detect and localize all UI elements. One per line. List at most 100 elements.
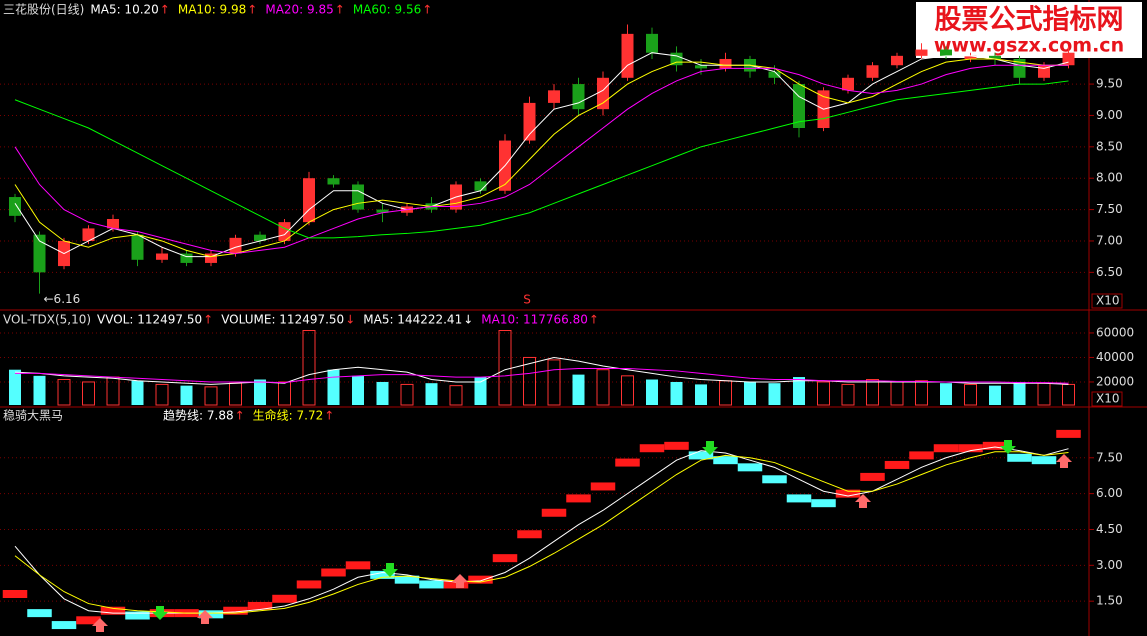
candle-body xyxy=(548,90,560,103)
candle-body xyxy=(793,84,805,129)
candle-body xyxy=(107,219,119,229)
volume-bar xyxy=(547,359,561,406)
buy-arrow xyxy=(197,610,213,624)
candle-body xyxy=(1062,52,1075,66)
signal-label: S xyxy=(523,293,531,307)
trend-block xyxy=(958,444,983,453)
trend-block xyxy=(100,606,126,615)
trend-block xyxy=(884,460,910,469)
volume-bar xyxy=(352,375,364,405)
trend-block xyxy=(541,508,567,517)
y-tick-label: 3.00 xyxy=(1096,558,1123,572)
volume-bar xyxy=(204,386,218,406)
trend-block xyxy=(419,580,444,589)
candle-body xyxy=(866,65,879,78)
volume-bar xyxy=(964,383,977,406)
candle-body xyxy=(254,234,266,241)
candle-body xyxy=(229,237,242,254)
trend-block xyxy=(76,616,101,625)
trend-block xyxy=(811,499,836,508)
candle-body xyxy=(303,178,315,223)
candle-body xyxy=(940,49,952,56)
volume-bar xyxy=(596,369,610,406)
volume-bar xyxy=(621,375,634,406)
y-tick-label: 8.00 xyxy=(1096,171,1123,185)
y-tick-label: 7.50 xyxy=(1096,450,1123,464)
low-annotation: ←6.16 xyxy=(44,292,81,306)
trend-block xyxy=(345,561,371,570)
legend-arrow: ↓ xyxy=(463,313,473,327)
candle-body xyxy=(327,178,340,185)
trend-block xyxy=(639,444,665,453)
trend-block xyxy=(272,594,297,603)
candle-body xyxy=(989,55,1001,59)
legend-label: MA60: 9.56 xyxy=(353,3,421,17)
candle-body xyxy=(131,234,144,260)
trend-block xyxy=(835,489,861,498)
panel-title: 稳骑大黑马 xyxy=(3,408,63,423)
trend-block xyxy=(223,606,248,615)
sell-arrow xyxy=(382,563,398,577)
legend-label: MA5: 10.20 xyxy=(90,3,158,17)
candle-body xyxy=(646,33,658,53)
trend-block xyxy=(247,601,273,610)
legend-arrow: ↑ xyxy=(160,3,170,17)
volume-bar xyxy=(523,356,536,406)
buy-arrow xyxy=(855,494,871,508)
legend-label: MA10: 9.98 xyxy=(178,3,246,17)
trend-block xyxy=(1056,429,1081,438)
candle-body xyxy=(376,209,389,213)
volume-bar xyxy=(327,369,340,405)
ma-line xyxy=(14,58,1069,258)
trend-block xyxy=(615,458,640,467)
trend-block xyxy=(296,580,322,589)
volume-bar xyxy=(915,380,928,406)
legend-label: MA10: 117766.80 xyxy=(481,313,588,327)
candle-body xyxy=(156,253,168,260)
trend-block xyxy=(737,463,763,472)
volume-bar xyxy=(744,381,756,405)
ma-line xyxy=(15,367,1069,384)
candle-body xyxy=(842,77,854,91)
volume-bar xyxy=(131,380,144,405)
volume-bar xyxy=(768,383,781,405)
legend-label: VVOL: 112497.50 xyxy=(97,313,202,327)
candle-body xyxy=(474,181,487,191)
candle-body xyxy=(82,228,95,241)
watermark-url: www.gszx.com.cn xyxy=(934,35,1124,57)
sell-arrow xyxy=(152,606,168,620)
legend-label: 趋势线: 7.88 xyxy=(163,409,234,423)
trend-block xyxy=(394,575,420,584)
trend-block xyxy=(517,530,542,539)
ma-line xyxy=(14,451,1069,614)
volume-bar xyxy=(180,385,193,405)
trend-block xyxy=(1007,453,1032,462)
legend-arrow: ↑ xyxy=(335,3,345,17)
trend-block xyxy=(125,611,150,620)
trend-block xyxy=(492,554,518,563)
legend-arrow: ↓ xyxy=(345,313,355,327)
trend-block xyxy=(370,570,395,579)
legend-label: MA20: 9.85 xyxy=(265,3,333,17)
candle-body xyxy=(891,55,903,66)
volume-bar xyxy=(866,379,879,406)
legend-label: VOLUME: 112497.50 xyxy=(221,313,344,327)
volume-bar xyxy=(82,381,95,406)
candle-body xyxy=(9,197,21,216)
y-tick-label: 20000 xyxy=(1096,374,1134,388)
legend-arrow: ↑ xyxy=(235,409,245,423)
candle-body xyxy=(695,65,707,69)
legend-arrow: ↑ xyxy=(589,313,599,327)
ma-line xyxy=(14,80,1069,239)
volume-bar xyxy=(989,385,1001,405)
candle-body xyxy=(719,58,732,69)
buy-arrow xyxy=(452,574,468,588)
legend-arrow: ↑ xyxy=(422,3,432,17)
volume-bar xyxy=(155,383,169,406)
y-tick-label: 60000 xyxy=(1096,325,1134,339)
candle-body xyxy=(597,77,609,110)
legend-label: MA5: 144222.41 xyxy=(363,313,462,327)
legend-arrow: ↑ xyxy=(324,409,334,423)
trend-block xyxy=(2,590,28,599)
watermark: 股票公式指标网 www.gszx.com.cn xyxy=(916,2,1142,58)
